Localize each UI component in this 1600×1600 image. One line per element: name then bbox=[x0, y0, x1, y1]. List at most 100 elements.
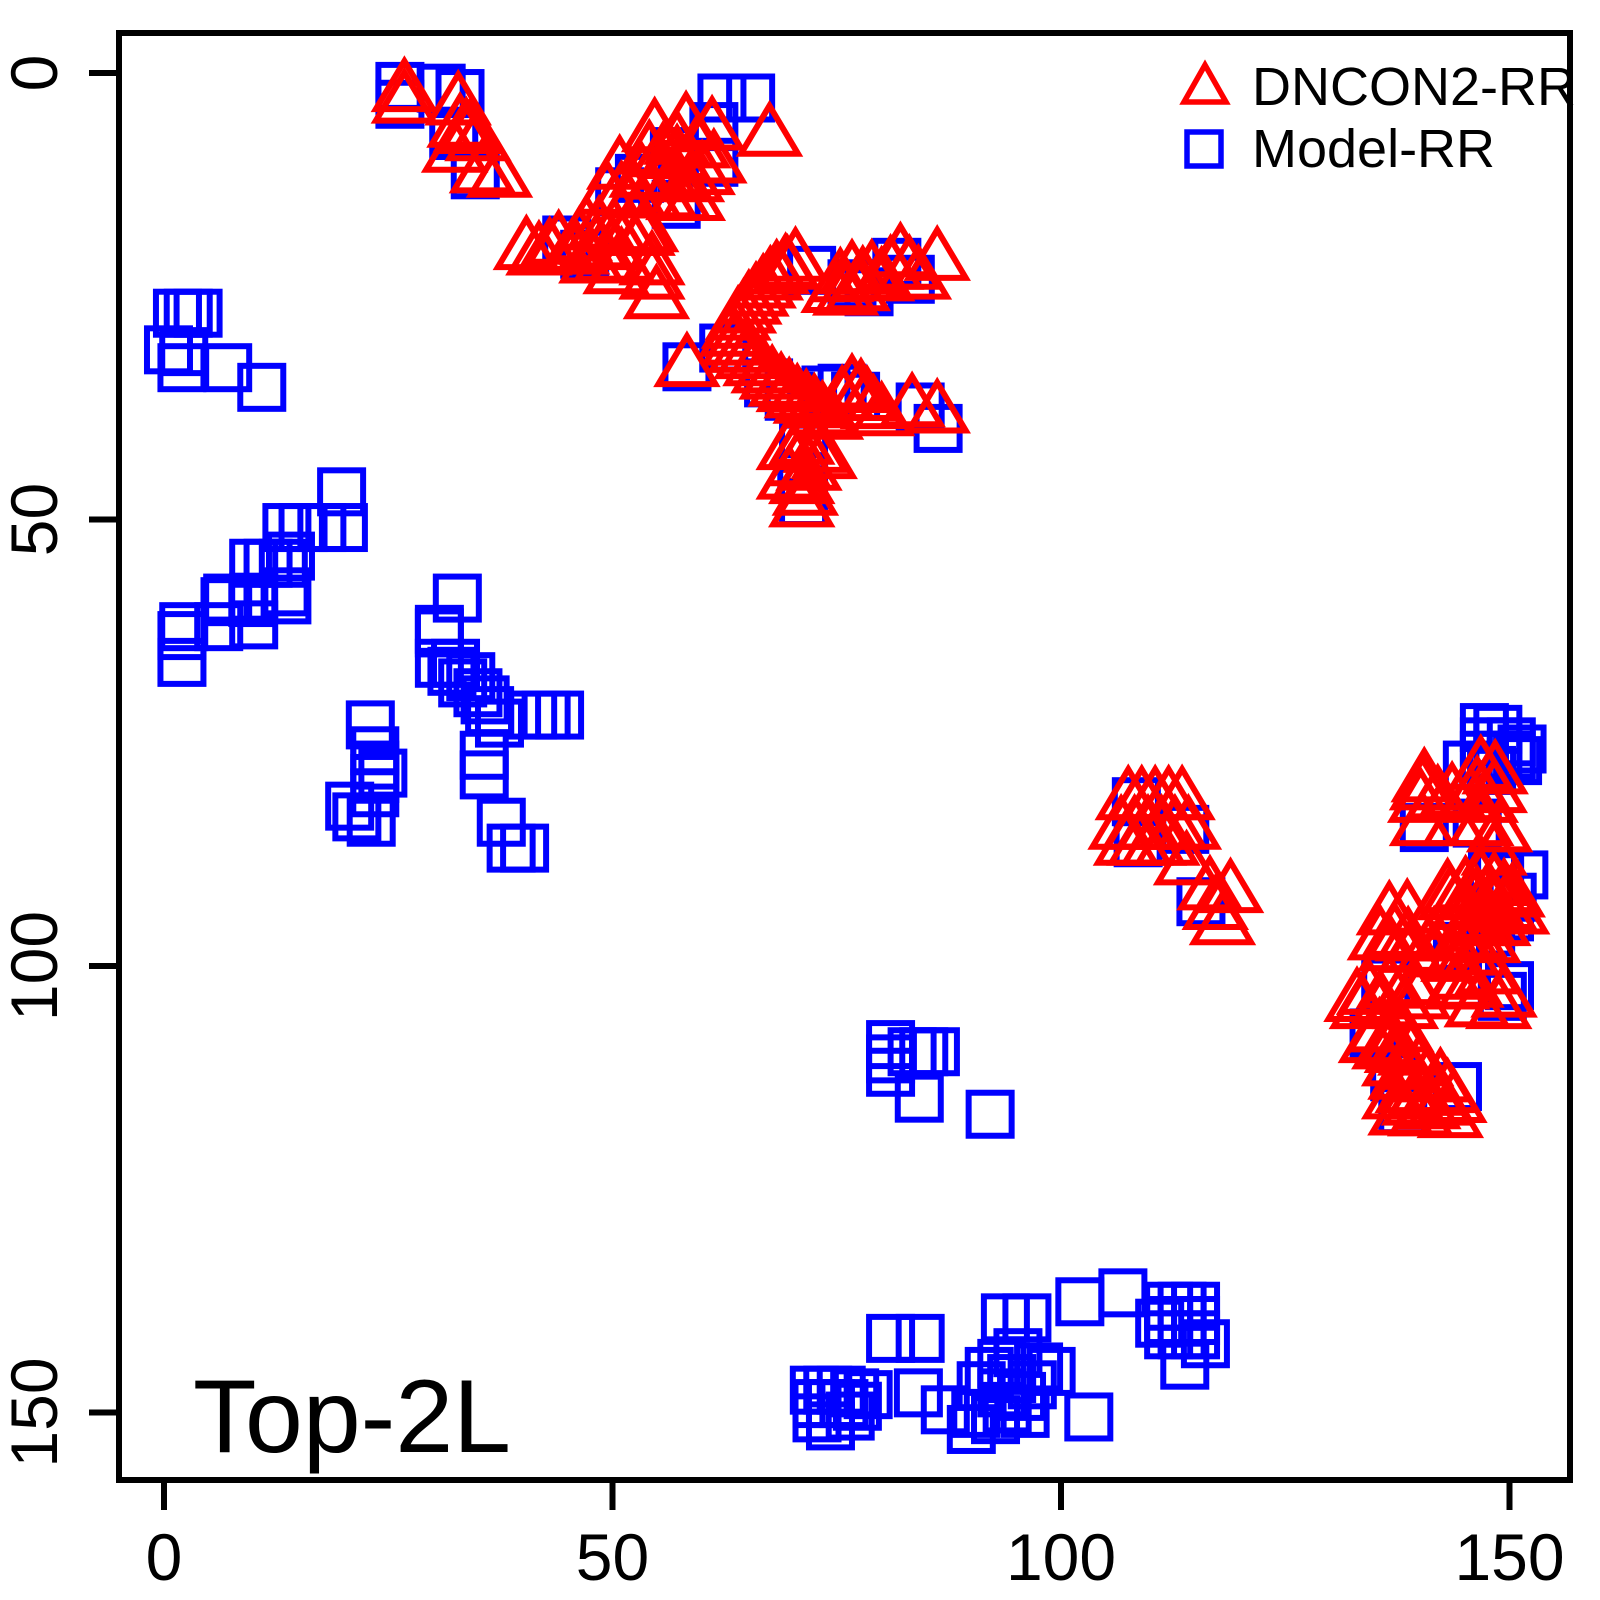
data-point-dncon2-rr bbox=[1400, 920, 1468, 978]
triangle-icon bbox=[1179, 59, 1231, 105]
data-point-model-rr bbox=[1055, 1277, 1105, 1327]
data-point-model-rr bbox=[500, 823, 550, 873]
data-point-model-rr bbox=[157, 343, 207, 393]
x-axis-tick-label: 0 bbox=[146, 1520, 183, 1594]
data-point-model-rr bbox=[318, 503, 368, 553]
data-point-dncon2-rr bbox=[767, 470, 836, 528]
data-point-model-rr bbox=[432, 573, 482, 623]
data-point-dncon2-rr bbox=[1386, 766, 1455, 823]
data-point-model-rr bbox=[194, 602, 244, 652]
data-point-model-rr bbox=[1014, 1342, 1064, 1392]
data-point-dncon2-rr bbox=[837, 237, 906, 295]
data-point-dncon2-rr bbox=[680, 126, 748, 184]
data-point-dncon2-rr bbox=[1388, 753, 1457, 811]
data-point-model-rr bbox=[1160, 1340, 1210, 1390]
y-axis-tick-label: 0 bbox=[0, 55, 71, 92]
data-point-model-rr bbox=[262, 575, 312, 625]
x-axis-tick-label: 150 bbox=[1454, 1520, 1564, 1594]
data-point-model-rr bbox=[894, 1073, 944, 1123]
data-point-model-rr bbox=[726, 73, 776, 123]
data-point-dncon2-rr bbox=[658, 164, 727, 222]
data-point-model-rr bbox=[358, 748, 408, 798]
data-point-dncon2-rr bbox=[1152, 828, 1221, 886]
data-point-dncon2-rr bbox=[763, 361, 832, 419]
data-point-dncon2-rr bbox=[542, 217, 611, 275]
plot-annotation-top2l: Top-2L bbox=[193, 1359, 511, 1475]
data-point-dncon2-rr bbox=[1323, 965, 1391, 1023]
data-point-model-rr bbox=[792, 1393, 842, 1443]
data-point-dncon2-rr bbox=[1482, 877, 1551, 935]
data-point-model-rr bbox=[346, 797, 396, 847]
data-point-dncon2-rr bbox=[1465, 795, 1534, 853]
x-axis-tick-label: 100 bbox=[1006, 1520, 1116, 1594]
data-point-model-rr bbox=[332, 792, 382, 842]
data-point-dncon2-rr bbox=[738, 342, 806, 400]
data-point-dncon2-rr bbox=[751, 231, 820, 288]
data-point-model-rr bbox=[459, 750, 509, 800]
data-point-dncon2-rr bbox=[735, 99, 804, 157]
data-point-dncon2-rr bbox=[622, 262, 691, 320]
legend: DNCON2-RR Model-RR bbox=[1179, 57, 1576, 179]
data-point-dncon2-rr bbox=[505, 218, 573, 276]
data-point-model-rr bbox=[173, 288, 223, 338]
data-point-dncon2-rr bbox=[1478, 860, 1546, 918]
data-point-model-rr bbox=[825, 1391, 875, 1441]
plot-frame bbox=[116, 30, 1573, 1483]
data-point-dncon2-rr bbox=[618, 242, 686, 300]
data-point-model-rr bbox=[965, 1089, 1015, 1139]
data-point-dncon2-rr bbox=[420, 115, 489, 173]
data-point-dncon2-rr bbox=[1437, 950, 1505, 1008]
data-point-dncon2-rr bbox=[370, 55, 439, 113]
legend-label-dncon2: DNCON2-RR bbox=[1252, 57, 1576, 117]
data-point-dncon2-rr bbox=[643, 107, 711, 165]
data-point-dncon2-rr bbox=[1388, 789, 1457, 847]
data-point-dncon2-rr bbox=[465, 140, 534, 198]
legend-item-model: Model-RR bbox=[1184, 119, 1495, 179]
data-point-model-rr bbox=[1002, 1293, 1052, 1343]
data-point-dncon2-rr bbox=[1148, 763, 1216, 821]
data-point-dncon2-rr bbox=[903, 376, 971, 434]
x-axis-tick-label: 50 bbox=[576, 1520, 649, 1594]
data-point-dncon2-rr bbox=[722, 329, 790, 387]
data-point-model-rr bbox=[474, 698, 524, 748]
data-point-model-rr bbox=[486, 823, 536, 873]
legend-label-model: Model-RR bbox=[1252, 119, 1495, 179]
data-point-dncon2-rr bbox=[818, 351, 886, 409]
data-point-model-rr bbox=[1064, 1392, 1114, 1442]
data-point-dncon2-rr bbox=[823, 254, 892, 312]
y-axis-tick-label: 50 bbox=[0, 483, 71, 556]
data-point-dncon2-rr bbox=[884, 242, 953, 300]
data-point-model-rr bbox=[982, 1384, 1032, 1434]
legend-item-dncon2: DNCON2-RR bbox=[1179, 57, 1576, 117]
data-point-dncon2-rr bbox=[448, 136, 517, 194]
data-point-dncon2-rr bbox=[618, 228, 686, 286]
data-point-dncon2-rr bbox=[747, 349, 815, 407]
data-point-model-rr bbox=[157, 637, 207, 687]
data-point-dncon2-rr bbox=[678, 93, 746, 151]
data-point-dncon2-rr bbox=[370, 66, 439, 124]
data-point-dncon2-rr bbox=[1188, 888, 1257, 946]
data-point-dncon2-rr bbox=[839, 372, 908, 430]
data-point-model-rr bbox=[237, 362, 287, 412]
data-point-model-rr bbox=[1000, 1388, 1050, 1438]
data-point-model-rr bbox=[895, 1313, 945, 1363]
data-point-model-rr bbox=[414, 608, 464, 658]
data-point-dncon2-rr bbox=[1464, 972, 1533, 1030]
data-point-model-rr bbox=[258, 538, 308, 588]
y-axis-tick-label: 150 bbox=[0, 1357, 71, 1467]
data-point-dncon2-rr bbox=[582, 237, 650, 295]
data-point-dncon2-rr bbox=[730, 336, 798, 394]
data-point-model-rr bbox=[521, 690, 571, 740]
data-point-dncon2-rr bbox=[653, 330, 721, 388]
data-point-model-rr bbox=[229, 600, 279, 650]
data-point-dncon2-rr bbox=[1357, 914, 1425, 972]
data-point-model-rr bbox=[866, 1313, 916, 1363]
data-point-dncon2-rr bbox=[1416, 1081, 1485, 1139]
data-point-dncon2-rr bbox=[811, 258, 880, 316]
square-icon bbox=[1184, 129, 1224, 169]
y-axis-tick-label: 100 bbox=[0, 911, 71, 1021]
data-point-model-rr bbox=[893, 1368, 943, 1418]
data-point-dncon2-rr bbox=[1371, 972, 1440, 1030]
data-point-model-rr bbox=[910, 1027, 960, 1077]
